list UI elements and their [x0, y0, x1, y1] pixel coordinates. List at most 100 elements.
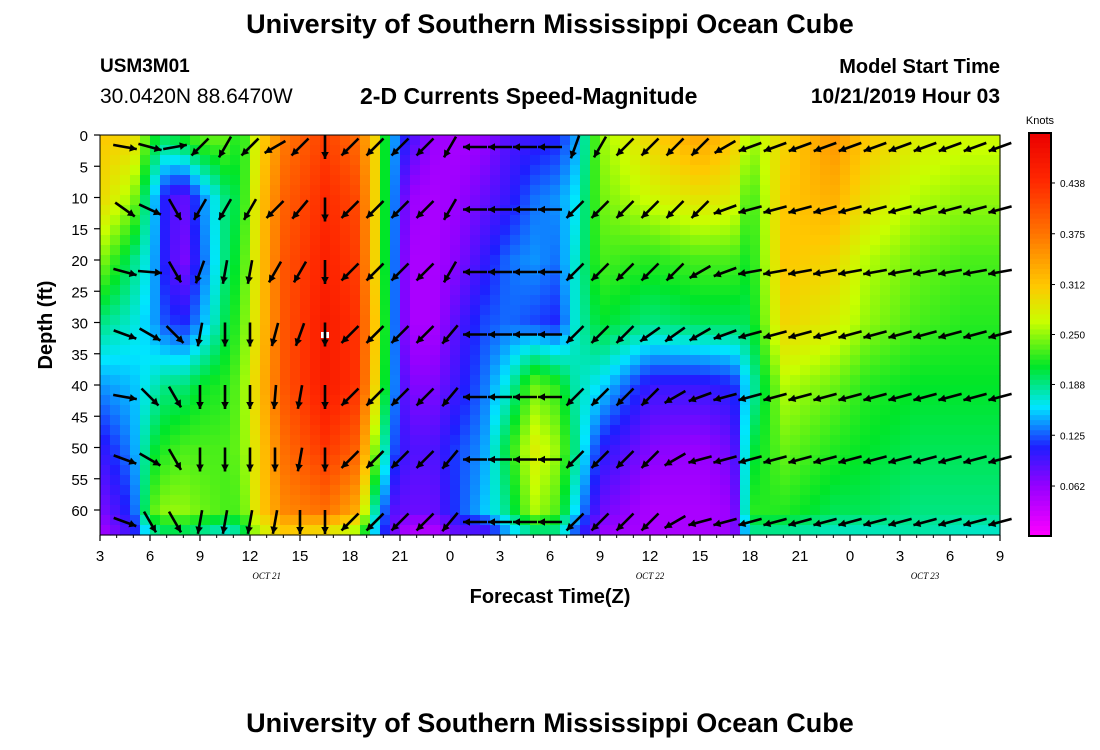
- heatmap-cell: [730, 165, 741, 176]
- arrow-head: [913, 207, 922, 215]
- heatmap-cell: [460, 395, 471, 406]
- heatmap-cell: [840, 135, 851, 146]
- heatmap-cell: [190, 275, 201, 286]
- heatmap-cell: [370, 355, 381, 366]
- heatmap-cell: [130, 465, 141, 476]
- heatmap-cell: [760, 455, 771, 466]
- heatmap-cell: [270, 235, 281, 246]
- heatmap-cell: [920, 225, 931, 236]
- heatmap-cell: [230, 395, 241, 406]
- heatmap-cell: [930, 335, 941, 346]
- heatmap-cell: [950, 395, 961, 406]
- current-vector-arrow: [113, 516, 137, 528]
- heatmap-cell: [380, 375, 391, 386]
- heatmap-cell: [480, 145, 491, 156]
- heatmap-cell: [410, 215, 421, 226]
- arrow-head: [295, 463, 303, 472]
- heatmap-cell: [300, 405, 311, 416]
- heatmap-cell: [910, 485, 921, 496]
- heatmap-cell: [100, 485, 111, 496]
- heatmap-cell: [340, 485, 351, 496]
- heatmap-cell: [150, 485, 161, 496]
- heatmap-cell: [570, 185, 581, 196]
- heatmap-cell: [920, 165, 931, 176]
- heatmap-cell: [560, 275, 571, 286]
- heatmap-cell: [900, 465, 911, 476]
- heatmap-cell: [220, 405, 231, 416]
- heatmap-cell: [590, 455, 601, 466]
- heatmap-cell: [680, 415, 691, 426]
- heatmap-cell: [480, 275, 491, 286]
- heatmap-cell: [160, 375, 171, 386]
- heatmap-cell: [850, 485, 861, 496]
- heatmap-cell: [520, 215, 531, 226]
- heatmap-cell: [190, 285, 201, 296]
- heatmap-cell: [520, 185, 531, 196]
- heatmap-cell: [610, 345, 621, 356]
- current-vector-arrow: [190, 137, 210, 157]
- heatmap-cell: [640, 415, 651, 426]
- heatmap-cell: [930, 185, 941, 196]
- heatmap-cell: [640, 195, 651, 206]
- heatmap-cell: [710, 445, 721, 456]
- heatmap-cell: [860, 195, 871, 206]
- heatmap-cell: [250, 315, 261, 326]
- heatmap-cell: [910, 155, 921, 166]
- heatmap-cell: [740, 175, 751, 186]
- heatmap-cell: [460, 265, 471, 276]
- heatmap-cell: [200, 225, 211, 236]
- heatmap-cell: [730, 425, 741, 436]
- y-tick-label: 5: [80, 159, 88, 176]
- current-vector-arrow: [513, 143, 537, 151]
- heatmap-cell: [480, 365, 491, 376]
- heatmap-cell: [510, 255, 521, 266]
- heatmap-cell: [450, 455, 461, 466]
- heatmap-cell: [800, 315, 811, 326]
- heatmap-cell: [720, 255, 731, 266]
- heatmap-cell: [180, 155, 191, 166]
- heatmap-cell: [220, 345, 231, 356]
- heatmap-cell: [280, 155, 291, 166]
- arrow-head: [788, 332, 797, 340]
- heatmap-cell: [310, 305, 321, 316]
- heatmap-cell: [640, 365, 651, 376]
- current-vector-arrow: [688, 264, 712, 280]
- heatmap-cell: [210, 275, 221, 286]
- heatmap-cell: [760, 275, 771, 286]
- heatmap-cell: [450, 475, 461, 486]
- heatmap-cell: [650, 315, 661, 326]
- heatmap-cell: [710, 355, 721, 366]
- heatmap-cell: [440, 225, 451, 236]
- heatmap-cell: [580, 365, 591, 376]
- heatmap-cell: [210, 365, 221, 376]
- heatmap-cell: [770, 305, 781, 316]
- heatmap-cell: [280, 515, 291, 526]
- heatmap-cell: [740, 185, 751, 196]
- heatmap-cell: [550, 525, 561, 536]
- heatmap-cell: [820, 395, 831, 406]
- heatmap-cell: [820, 335, 831, 346]
- heatmap-cell: [210, 475, 221, 486]
- heatmap-cell: [350, 195, 361, 206]
- heatmap-cell: [730, 315, 741, 326]
- heatmap-cell: [800, 505, 811, 516]
- heatmap-cell: [210, 515, 221, 526]
- heatmap-cell: [560, 295, 571, 306]
- heatmap-cell: [850, 345, 861, 356]
- heatmap-cell: [350, 525, 361, 536]
- heatmap-cell: [960, 265, 971, 276]
- arrow-head: [538, 393, 545, 401]
- heatmap-cell: [360, 475, 371, 486]
- heatmap-cell: [220, 495, 231, 506]
- heatmap-cell: [280, 445, 291, 456]
- heatmap-cell: [330, 275, 341, 286]
- heatmap-cell: [560, 455, 571, 466]
- heatmap-cell: [590, 135, 601, 146]
- heatmap-cell: [970, 155, 981, 166]
- current-vector-arrow: [762, 268, 788, 277]
- heatmap-cell: [900, 375, 911, 386]
- heatmap-cell: [550, 215, 561, 226]
- heatmap-cell: [730, 465, 741, 476]
- heatmap-cell: [640, 245, 651, 256]
